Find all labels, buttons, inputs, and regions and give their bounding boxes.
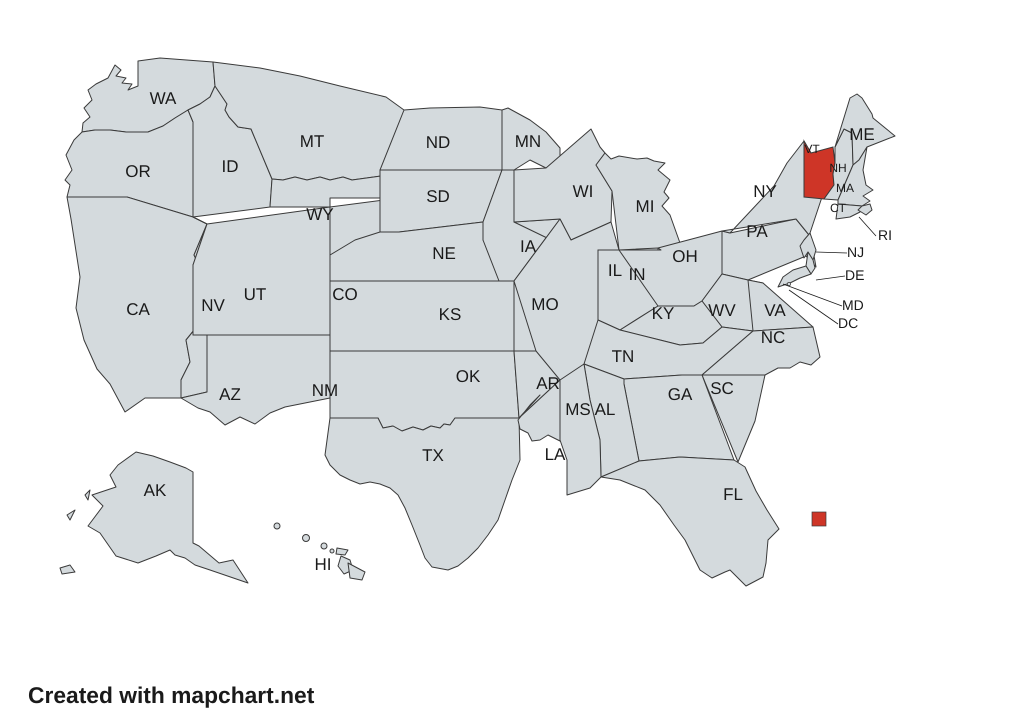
svg-text:OH: OH — [672, 247, 698, 266]
svg-text:ID: ID — [222, 157, 239, 176]
svg-text:NJ: NJ — [847, 244, 864, 260]
svg-text:MT: MT — [300, 132, 325, 151]
svg-text:WA: WA — [150, 89, 177, 108]
svg-text:Created with mapchart.net: Created with mapchart.net — [28, 682, 315, 708]
svg-text:TX: TX — [422, 446, 444, 465]
svg-text:VA: VA — [764, 301, 786, 320]
svg-text:UT: UT — [244, 285, 267, 304]
svg-text:LA: LA — [545, 445, 566, 464]
svg-text:DE: DE — [845, 267, 864, 283]
svg-text:ND: ND — [426, 133, 451, 152]
svg-text:MA: MA — [836, 181, 854, 195]
svg-text:KS: KS — [439, 305, 462, 324]
svg-text:TN: TN — [612, 347, 635, 366]
svg-text:HI: HI — [315, 555, 332, 574]
svg-text:WV: WV — [708, 301, 736, 320]
svg-text:NH: NH — [829, 161, 846, 175]
svg-text:MS: MS — [565, 400, 591, 419]
svg-text:WI: WI — [573, 182, 594, 201]
svg-text:ME: ME — [849, 125, 875, 144]
svg-text:DC: DC — [838, 315, 858, 331]
svg-text:IL: IL — [608, 261, 622, 280]
svg-text:NC: NC — [761, 328, 786, 347]
svg-text:MN: MN — [515, 132, 541, 151]
svg-text:MD: MD — [842, 297, 864, 313]
svg-text:CO: CO — [332, 285, 358, 304]
svg-text:KY: KY — [652, 304, 675, 323]
svg-text:OK: OK — [456, 367, 481, 386]
svg-text:NM: NM — [312, 381, 338, 400]
svg-text:SC: SC — [710, 379, 734, 398]
svg-text:CT: CT — [830, 201, 847, 215]
svg-text:SD: SD — [426, 187, 450, 206]
svg-text:AL: AL — [595, 400, 616, 419]
svg-text:AK: AK — [144, 481, 167, 500]
svg-text:FL: FL — [723, 485, 743, 504]
svg-text:MO: MO — [531, 295, 558, 314]
svg-text:NY: NY — [753, 182, 777, 201]
svg-text:OR: OR — [125, 162, 151, 181]
svg-text:VT: VT — [804, 142, 820, 156]
svg-text:AR: AR — [536, 374, 560, 393]
svg-text:IA: IA — [520, 237, 537, 256]
svg-text:GA: GA — [668, 385, 693, 404]
svg-text:NV: NV — [201, 296, 225, 315]
svg-text:RI: RI — [878, 227, 892, 243]
svg-text:NE: NE — [432, 244, 456, 263]
svg-text:CA: CA — [126, 300, 150, 319]
svg-text:MI: MI — [636, 197, 655, 216]
svg-text:AZ: AZ — [219, 385, 241, 404]
svg-text:PA: PA — [746, 222, 768, 241]
svg-text:IN: IN — [629, 265, 646, 284]
svg-text:WY: WY — [306, 205, 333, 224]
